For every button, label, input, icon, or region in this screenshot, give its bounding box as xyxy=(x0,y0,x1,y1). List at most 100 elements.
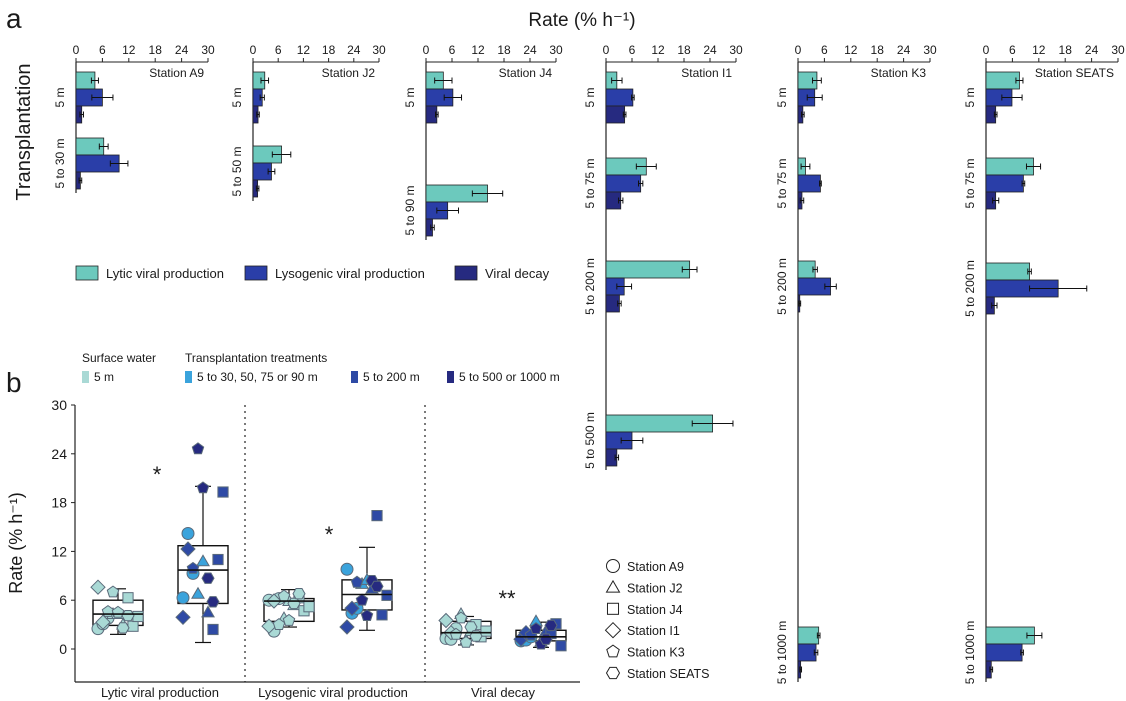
group-label: 5 to 200 m xyxy=(963,260,977,317)
data-point xyxy=(454,611,468,624)
points-2 xyxy=(261,588,315,638)
panel-title: Station I1 xyxy=(681,66,732,80)
group-label: 5 m xyxy=(230,87,244,107)
panel-a-row-label: Transplantation xyxy=(13,63,35,200)
x-tick-label: 24 xyxy=(347,43,361,57)
group-label: 5 to 75 m xyxy=(775,158,789,208)
panel-title: Station A9 xyxy=(149,66,204,80)
legend-swatch xyxy=(447,371,454,383)
data-point xyxy=(90,579,106,595)
panel-title: Station SEATS xyxy=(1035,66,1114,80)
panel-title: Station J4 xyxy=(499,66,553,80)
surface-heading: Surface water xyxy=(82,351,156,365)
y-tick-label: 0 xyxy=(59,641,67,657)
panel-a-bar-charts: 0 6 12 18 24 30 Station A9 5 m 5 to 30 m 0 6 12 18 24… xyxy=(53,43,1125,684)
station-legend-label: Station A9 xyxy=(627,560,684,574)
legend-swatch xyxy=(75,265,99,281)
bar-panel-2: 0 6 12 18 24 30 Station J4 5 m 5 to 90 m xyxy=(403,43,563,240)
legend-swatch xyxy=(244,265,268,281)
lysogenic-bar xyxy=(797,643,817,662)
x-tick-label: 12 xyxy=(651,43,665,57)
group-label: 5 to 30 m xyxy=(53,138,67,188)
lysogenic-bar xyxy=(985,174,1024,193)
lysogenic-bar xyxy=(797,174,821,193)
data-point xyxy=(292,588,306,600)
legend-swatch xyxy=(351,371,358,383)
station-legend-item: Station J4 xyxy=(606,602,683,617)
panel-a-legend: Lytic viral production Lysogenic viral pr… xyxy=(75,265,550,281)
panel-b-box-chart: 0 6 12 18 24 30 Rate (% h⁻¹) Lytic viral produc… xyxy=(6,397,580,700)
data-point xyxy=(376,609,388,621)
significance-mark: * xyxy=(325,522,334,547)
lysogenic-bar xyxy=(985,643,1023,662)
x-tick-label: 6 xyxy=(275,43,282,57)
category-label: Lysogenic viral production xyxy=(258,685,408,700)
data-point xyxy=(339,619,355,635)
group-label: 5 to 200 m xyxy=(583,258,597,315)
significance-mark: * xyxy=(153,462,162,487)
diamond-icon xyxy=(604,621,622,639)
data-point xyxy=(180,541,196,557)
data-point xyxy=(207,623,219,636)
group-label: 5 to 1000 m xyxy=(963,621,977,684)
x-tick-label: 18 xyxy=(871,43,885,57)
x-tick-label: 0 xyxy=(250,43,257,57)
x-tick-label: 30 xyxy=(201,43,215,57)
points-5 xyxy=(513,614,567,652)
data-point xyxy=(201,572,215,584)
data-point xyxy=(539,633,553,645)
data-point xyxy=(181,527,195,541)
data-point xyxy=(449,627,463,640)
data-point xyxy=(186,561,200,574)
data-point xyxy=(350,575,364,588)
data-point xyxy=(371,510,383,522)
data-point xyxy=(127,620,139,632)
data-point xyxy=(212,553,224,566)
bar-panel-0: 0 6 12 18 24 30 Station A9 5 m 5 to 30 m xyxy=(53,43,215,193)
legend-swatch xyxy=(185,371,192,383)
data-point xyxy=(459,635,473,648)
category-label: Viral decay xyxy=(471,685,536,700)
circle-icon xyxy=(606,559,620,573)
legend-label: 5 to 30, 50, 75 or 90 m xyxy=(197,370,318,384)
group-label: 5 to 200 m xyxy=(775,258,789,315)
station-legend-label: Station J4 xyxy=(627,603,683,617)
data-point xyxy=(95,614,111,630)
lysogenic-bar xyxy=(605,88,634,107)
data-point xyxy=(121,610,135,622)
y-tick-label: 24 xyxy=(51,446,67,462)
treatment-heading: Transplantation treatments xyxy=(185,351,327,365)
lytic-bar xyxy=(605,260,691,279)
x-tick-label: 0 xyxy=(983,43,990,57)
box-body xyxy=(177,545,229,605)
x-tick-label: 12 xyxy=(844,43,858,57)
x-tick-label: 6 xyxy=(629,43,636,57)
bar-panel-1: 0 6 12 18 24 30 Station J2 5 m 5 to 50 m xyxy=(230,43,386,201)
data-point xyxy=(555,640,567,652)
x-tick-label: 30 xyxy=(1111,43,1125,57)
group-label: 5 m xyxy=(583,87,597,107)
x-tick-label: 12 xyxy=(297,43,311,57)
x-tick-label: 6 xyxy=(449,43,456,57)
data-point xyxy=(196,554,210,567)
y-tick-label: 12 xyxy=(51,543,67,559)
group-label: 5 to 500 m xyxy=(583,412,597,469)
x-tick-label: 30 xyxy=(549,43,563,57)
category-label: Lytic viral production xyxy=(101,685,219,700)
y-tick-label: 18 xyxy=(51,495,67,511)
data-point xyxy=(340,562,354,576)
data-point xyxy=(175,609,191,626)
points-0 xyxy=(90,579,144,636)
data-point xyxy=(529,622,543,634)
group-label: 5 m xyxy=(53,87,67,107)
points-4 xyxy=(438,607,492,648)
x-tick-label: 12 xyxy=(122,43,136,57)
data-point xyxy=(176,591,190,605)
pentagon-icon xyxy=(606,644,620,658)
station-legend-item: Station A9 xyxy=(606,559,684,574)
lysogenic-bar xyxy=(605,174,642,193)
station-legend-label: Station I1 xyxy=(627,624,680,638)
data-point xyxy=(344,600,360,617)
hexagon-icon xyxy=(605,666,621,680)
station-legend-item: Station K3 xyxy=(606,644,685,660)
